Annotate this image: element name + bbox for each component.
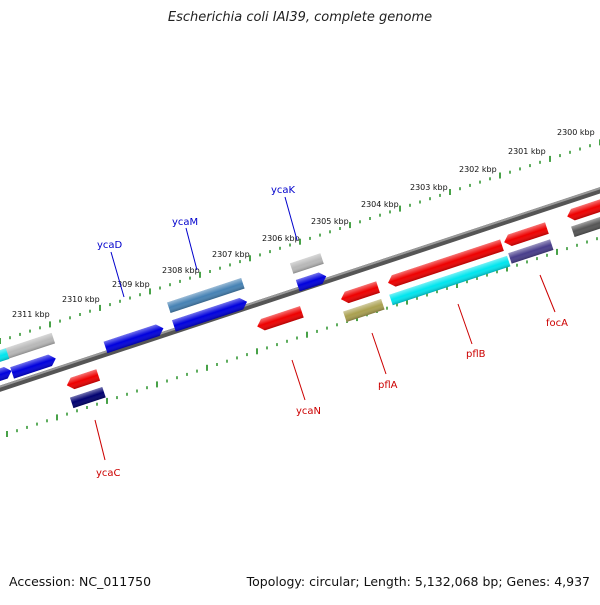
gene-label-ycaM[interactable]: ycaM	[172, 217, 198, 228]
gene-label-ycaN[interactable]: ycaN	[296, 406, 321, 417]
forward-scale-ruler	[0, 139, 600, 344]
tick-label-2303: 2303 kbp	[410, 183, 448, 192]
gene-feature-fwd-edge-blue[interactable]	[0, 365, 13, 384]
gene-feature-ycaD-blue[interactable]	[103, 323, 166, 354]
tick-label-2306: 2306 kbp	[262, 234, 300, 243]
accession-text: Accession: NC_011750	[9, 574, 152, 589]
gene-feature-right-dark[interactable]	[571, 214, 600, 238]
gene-features	[0, 193, 600, 409]
gene-feature-ycaK-gray[interactable]	[289, 253, 324, 274]
callout-ycaK	[284, 196, 298, 241]
gene-label-pflB[interactable]: pflB	[466, 349, 486, 360]
gene-feature-pflA-red[interactable]	[339, 281, 380, 305]
gene-feature-ycaC-red[interactable]	[65, 369, 101, 391]
tick-label-2304: 2304 kbp	[361, 200, 399, 209]
gene-label-ycaD[interactable]: ycaD	[97, 240, 123, 251]
tick-label-2308: 2308 kbp	[162, 266, 200, 275]
tick-label-2302: 2302 kbp	[459, 165, 497, 174]
gene-feature-pflA-olive[interactable]	[343, 299, 385, 323]
tick-label-2310: 2310 kbp	[62, 295, 100, 304]
gene-feature-ycaN-red[interactable]	[255, 306, 304, 332]
gene-feature-ycaC-navy[interactable]	[69, 386, 106, 409]
gene-label-pflA[interactable]: pflA	[378, 380, 398, 391]
tick-label-2309: 2309 kbp	[112, 280, 150, 289]
callout-ycaD	[110, 251, 125, 298]
gene-labels: ycaD ycaM ycaK ycaC ycaN pflA pflB focA	[96, 185, 568, 479]
topology-text: Topology: circular; Length: 5,132,068 bp…	[246, 574, 590, 589]
callout-focA	[539, 274, 556, 313]
gene-callout-lines	[94, 196, 556, 461]
reverse-scale-ruler	[6, 237, 598, 437]
gene-feature-ycaM-blue[interactable]	[172, 296, 249, 332]
gene-feature-left-cyan[interactable]	[0, 348, 10, 364]
tick-label-2307: 2307 kbp	[212, 250, 250, 259]
tick-label-2301: 2301 kbp	[508, 147, 546, 156]
callout-ycaN	[291, 359, 306, 401]
gene-label-focA[interactable]: focA	[546, 318, 568, 329]
gene-feature-ycaM-steel[interactable]	[167, 278, 245, 313]
tick-label-2305: 2305 kbp	[311, 217, 349, 226]
tick-label-2300: 2300 kbp	[557, 128, 595, 137]
gene-feature-pflB-red[interactable]	[386, 239, 504, 288]
gene-feature-pflB-cyan[interactable]	[389, 255, 511, 306]
gene-feature-focA-purple[interactable]	[508, 239, 554, 264]
gene-feature-focA-red[interactable]	[502, 222, 549, 248]
scale-tick-labels: 2311 kbp 2310 kbp 2309 kbp 2308 kbp 2307…	[12, 128, 595, 319]
genome-title: Escherichia coli IAI39, complete genome	[167, 10, 433, 25]
gene-feature-fwd-left-blue[interactable]	[10, 353, 57, 379]
callout-pflB	[457, 303, 473, 345]
gene-feature-fwd-left-gray[interactable]	[0, 332, 56, 363]
gene-label-ycaC[interactable]: ycaC	[96, 468, 121, 479]
callout-pflA	[371, 332, 387, 375]
gene-feature-ycaK-blue[interactable]	[295, 271, 328, 292]
gene-feature-right-red[interactable]	[565, 193, 600, 222]
callout-ycaC	[94, 419, 106, 461]
callout-ycaM	[185, 227, 198, 271]
gene-label-ycaK[interactable]: ycaK	[271, 185, 296, 196]
tick-label-2311: 2311 kbp	[12, 310, 50, 319]
